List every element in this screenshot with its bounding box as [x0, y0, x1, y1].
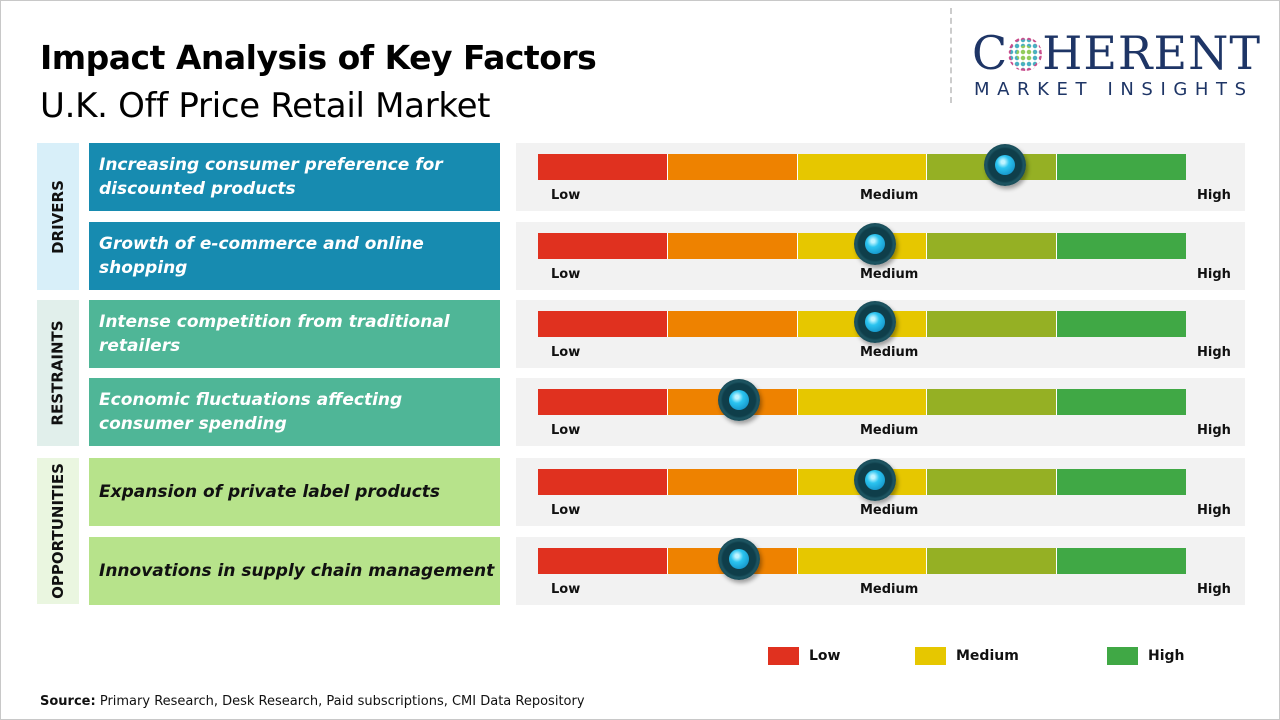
scale-label-low: Low: [551, 423, 581, 438]
impact-marker: [853, 301, 896, 343]
impact-gauge: Low Medium High: [516, 300, 1245, 368]
scale-label-low: Low: [551, 267, 581, 282]
source-label: Source:: [40, 694, 96, 709]
scale-label-high: High: [1197, 582, 1231, 597]
gauge-segment: [927, 469, 1058, 495]
group-label-restraints: RESTRAINTS: [37, 300, 79, 446]
gauge-segment: [797, 548, 928, 574]
group-label-drivers: DRIVERS: [37, 143, 79, 290]
impact-marker: [853, 459, 896, 501]
factor-box: Expansion of private label products: [89, 458, 500, 526]
gauge-segment: [667, 233, 798, 259]
scale-label-high: High: [1197, 188, 1231, 203]
gauge-bar: [538, 389, 1186, 415]
logo-word: HERENT: [1042, 26, 1262, 80]
scale-label-medium: Medium: [860, 582, 919, 597]
gauge-segment: [538, 469, 668, 495]
scale-label-high: High: [1197, 503, 1231, 518]
factor-box: Growth of e-commerce and online shopping: [89, 222, 500, 290]
gauge-segment: [538, 154, 668, 180]
factor-text: Economic fluctuations affecting consumer…: [99, 390, 403, 434]
factor-text: Intense competition from traditional ret…: [99, 312, 450, 356]
gauge-segment: [538, 311, 668, 337]
logo-letter-c: C: [972, 26, 1009, 80]
group-label-text: DRIVERS: [49, 179, 68, 254]
scale-label-medium: Medium: [860, 267, 919, 282]
scale-label-high: High: [1197, 267, 1231, 282]
impact-gauge: Low Medium High: [516, 537, 1245, 605]
gauge-segment: [927, 548, 1058, 574]
gauge-bar: [538, 469, 1186, 495]
scale-label-medium: Medium: [860, 423, 919, 438]
scale-label-low: Low: [551, 345, 581, 360]
factor-text: Innovations in supply chain management: [99, 561, 495, 581]
gauge-segment: [1057, 389, 1186, 415]
legend-label: Medium: [956, 648, 1019, 664]
gauge-segment: [1057, 154, 1186, 180]
scale-label-high: High: [1197, 423, 1231, 438]
scale-label-low: Low: [551, 582, 581, 597]
impact-marker: [983, 144, 1026, 186]
source-text: Primary Research, Desk Research, Paid su…: [99, 694, 585, 709]
impact-gauge: Low Medium High: [516, 222, 1245, 290]
legend-swatch-medium: [915, 647, 946, 665]
impact-marker: [853, 223, 896, 265]
gauge-segment: [927, 389, 1058, 415]
scale-label-low: Low: [551, 188, 581, 203]
gauge-segment: [667, 311, 798, 337]
legend-swatch-low: [768, 647, 799, 665]
logo-tagline: MARKET INSIGHTS: [974, 79, 1254, 100]
impact-marker: [717, 538, 760, 580]
gauge-segment: [927, 233, 1058, 259]
factor-box: Increasing consumer preference for disco…: [89, 143, 500, 211]
page-title: Impact Analysis of Key Factors: [40, 38, 597, 77]
gauge-segment: [667, 469, 798, 495]
impact-marker: [717, 379, 760, 421]
scale-label-high: High: [1197, 345, 1231, 360]
gauge-segment: [1057, 469, 1186, 495]
coherent-market-insights-logo: C HERENT MARKET INSIGHTS: [950, 8, 1272, 103]
legend-label: Low: [809, 648, 841, 664]
scale-label-medium: Medium: [860, 503, 919, 518]
scale-label-low: Low: [551, 503, 581, 518]
factor-text: Increasing consumer preference for disco…: [99, 155, 443, 199]
source-note: Source: Primary Research, Desk Research,…: [40, 694, 585, 709]
page-subtitle: U.K. Off Price Retail Market: [40, 86, 491, 126]
gauge-segment: [797, 389, 928, 415]
gauge-segment: [667, 154, 798, 180]
scale-label-medium: Medium: [860, 345, 919, 360]
factor-box: Innovations in supply chain management: [89, 537, 500, 605]
legend-item-low: Low: [768, 647, 840, 665]
factor-box: Economic fluctuations affecting consumer…: [89, 378, 500, 446]
legend-label: High: [1148, 648, 1185, 664]
scale-label-medium: Medium: [860, 188, 919, 203]
legend-swatch-high: [1107, 647, 1138, 665]
impact-gauge: Low Medium High: [516, 378, 1245, 446]
impact-gauge: Low Medium High: [516, 458, 1245, 526]
gauge-segment: [538, 548, 668, 574]
factor-text: Growth of e-commerce and online shopping: [99, 234, 424, 278]
gauge-segment: [538, 233, 668, 259]
gauge-bar: [538, 154, 1186, 180]
group-label-text: RESTRAINTS: [49, 320, 68, 426]
legend-item-medium: Medium: [915, 647, 1019, 665]
impact-gauge: Low Medium High: [516, 143, 1245, 211]
group-label-opportunities: OPPORTUNITIES: [37, 458, 79, 604]
gauge-segment: [1057, 548, 1186, 574]
group-label-text: OPPORTUNITIES: [49, 463, 67, 599]
factor-text: Expansion of private label products: [99, 482, 441, 502]
globe-icon: [1008, 37, 1043, 71]
gauge-segment: [797, 154, 928, 180]
gauge-bar: [538, 548, 1186, 574]
factor-box: Intense competition from traditional ret…: [89, 300, 500, 368]
legend-item-high: High: [1107, 647, 1185, 665]
gauge-segment: [1057, 311, 1186, 337]
gauge-segment: [538, 389, 668, 415]
gauge-segment: [927, 311, 1058, 337]
gauge-segment: [1057, 233, 1186, 259]
